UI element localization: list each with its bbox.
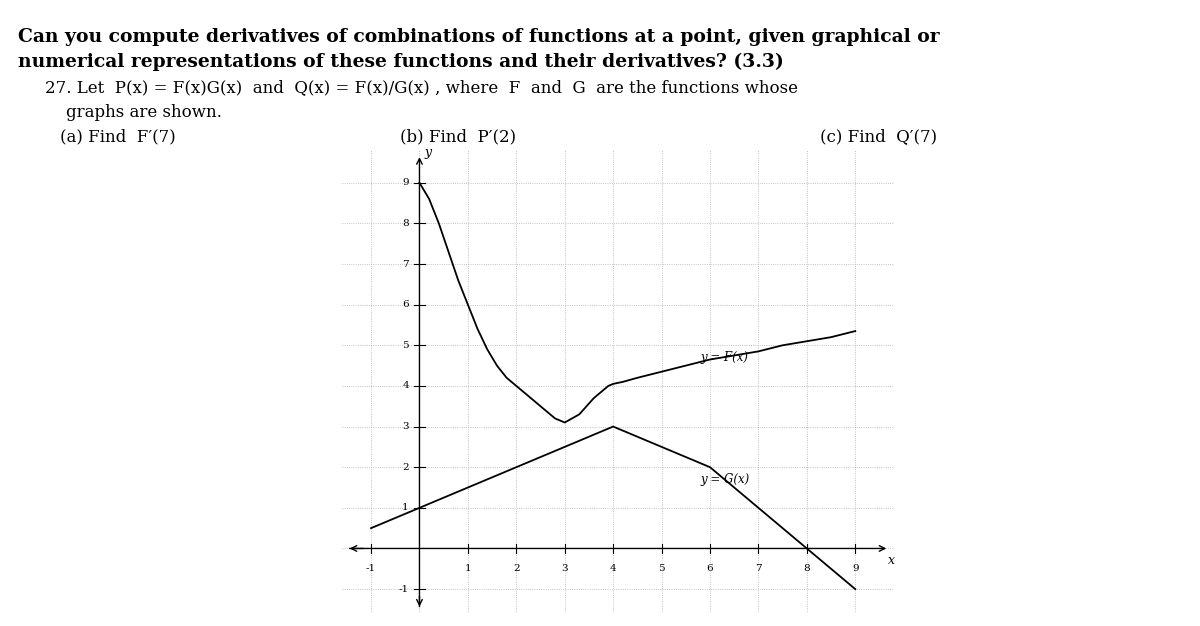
Text: 4: 4 bbox=[402, 381, 409, 391]
Text: 8: 8 bbox=[402, 219, 409, 228]
Text: 1: 1 bbox=[464, 564, 472, 573]
Text: (c) Find  Q′(7): (c) Find Q′(7) bbox=[820, 128, 937, 145]
Text: numerical representations of these functions and their derivatives? (3.3): numerical representations of these funct… bbox=[18, 53, 784, 71]
Text: 3: 3 bbox=[562, 564, 568, 573]
Text: 8: 8 bbox=[804, 564, 810, 573]
Text: 2: 2 bbox=[402, 463, 409, 472]
Text: 3: 3 bbox=[402, 422, 409, 431]
Text: 1: 1 bbox=[402, 503, 409, 512]
Text: 7: 7 bbox=[402, 260, 409, 269]
Text: 9: 9 bbox=[402, 178, 409, 187]
Text: -1: -1 bbox=[398, 585, 409, 593]
Text: x: x bbox=[888, 554, 895, 567]
Text: 5: 5 bbox=[659, 564, 665, 573]
Text: Can you compute derivatives of combinations of functions at a point, given graph: Can you compute derivatives of combinati… bbox=[18, 28, 940, 46]
Text: graphs are shown.: graphs are shown. bbox=[46, 104, 222, 121]
Text: -1: -1 bbox=[366, 564, 376, 573]
Text: 4: 4 bbox=[610, 564, 617, 573]
Text: 27. Let  P(x) = F(x)G(x)  and  Q(x) = F(x)/G(x) , where  F  and  G  are the func: 27. Let P(x) = F(x)G(x) and Q(x) = F(x)/… bbox=[46, 79, 798, 96]
Text: 7: 7 bbox=[755, 564, 762, 573]
Text: 2: 2 bbox=[514, 564, 520, 573]
Text: 6: 6 bbox=[402, 300, 409, 309]
Text: y = G(x): y = G(x) bbox=[701, 473, 750, 486]
Text: (b) Find  P′(2): (b) Find P′(2) bbox=[400, 128, 516, 145]
Text: 6: 6 bbox=[707, 564, 713, 573]
Text: 5: 5 bbox=[402, 341, 409, 350]
Text: (a) Find  F′(7): (a) Find F′(7) bbox=[60, 128, 175, 145]
Text: y: y bbox=[425, 146, 432, 159]
Text: 9: 9 bbox=[852, 564, 858, 573]
Text: y = F(x): y = F(x) bbox=[701, 351, 749, 364]
